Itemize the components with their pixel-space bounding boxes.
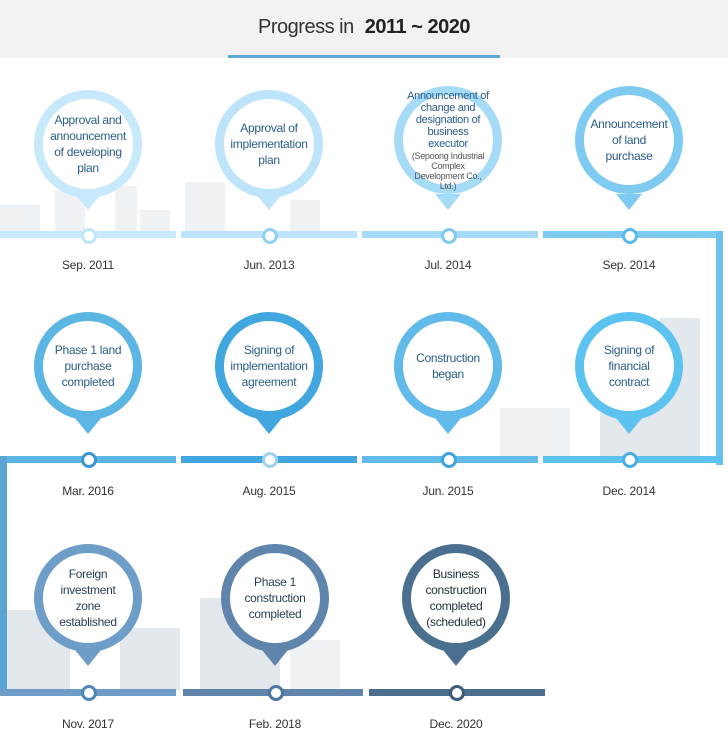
milestone-dot bbox=[441, 452, 457, 468]
pin-pointer bbox=[256, 194, 282, 210]
milestone-date: Sep. 2011 bbox=[61, 258, 115, 272]
milestone-date: Feb. 2018 bbox=[248, 717, 302, 731]
milestone-pin: Announcement of change and designation o… bbox=[394, 86, 502, 194]
milestone-pin: Announcement of land purchase bbox=[575, 86, 683, 194]
milestone-date: Jun. 2015 bbox=[422, 484, 474, 498]
city-building bbox=[185, 182, 225, 231]
milestone-pin: Phase 1 construction completed bbox=[221, 544, 329, 652]
milestone-pin: Construction began bbox=[394, 312, 502, 420]
pin-pointer bbox=[75, 418, 101, 434]
milestone-label: Approval of implementation plan bbox=[230, 121, 308, 167]
pin-pointer bbox=[435, 194, 461, 210]
title-underline bbox=[228, 55, 500, 58]
milestone-label: Announcement of change and designation o… bbox=[407, 89, 489, 150]
milestone-pin: Approval and announcement of developing … bbox=[34, 90, 142, 198]
milestone-date: Dec. 2020 bbox=[429, 717, 483, 731]
milestone-pin: Business construction completed (schedul… bbox=[402, 544, 510, 652]
milestone-date: Mar. 2016 bbox=[62, 484, 114, 498]
milestone-label: Construction began bbox=[416, 351, 480, 381]
milestone-pin: Signing of financial contract bbox=[575, 312, 683, 420]
milestone-dot bbox=[268, 685, 284, 701]
city-building bbox=[500, 408, 570, 458]
milestone-text: Announcement of change and designation o… bbox=[403, 90, 493, 191]
city-building bbox=[290, 640, 340, 690]
milestone-pin: Approval of implementation plan bbox=[215, 90, 323, 198]
title-range: 2011 ~ 2020 bbox=[364, 16, 471, 38]
city-building bbox=[0, 205, 40, 231]
pin-pointer bbox=[75, 194, 101, 210]
milestone-pin: Phase 1 land purchase completed bbox=[34, 312, 142, 420]
pin-pointer bbox=[435, 418, 461, 434]
header-bar bbox=[0, 0, 728, 58]
milestone-dot bbox=[449, 685, 465, 701]
pin-pointer bbox=[262, 650, 288, 666]
milestone-dot bbox=[262, 452, 278, 468]
milestone-sublabel: (Sepoong Industrial Complex Development … bbox=[411, 150, 485, 191]
milestone-dot bbox=[262, 228, 278, 244]
milestone-label: Foreign investment zone established bbox=[59, 567, 117, 629]
milestone-dot bbox=[622, 228, 638, 244]
pin-pointer bbox=[616, 418, 642, 434]
milestone-date: Aug. 2015 bbox=[242, 484, 296, 498]
pin-pointer bbox=[75, 650, 101, 666]
milestone-dot bbox=[81, 685, 97, 701]
milestone-label: Signing of implementation agreement bbox=[230, 343, 308, 389]
track-connector bbox=[0, 456, 7, 696]
title-prefix: Progress in bbox=[258, 16, 354, 38]
milestone-dot bbox=[81, 452, 97, 468]
page-title: Progress in 2011 ~ 2020 bbox=[0, 16, 728, 39]
milestone-label: Signing of financial contract bbox=[603, 343, 655, 389]
milestone-date: Jun. 2013 bbox=[243, 258, 295, 272]
milestone-label: Announcement of land purchase bbox=[590, 117, 668, 163]
milestone-date: Jul. 2014 bbox=[424, 258, 472, 272]
milestone-date: Dec. 2014 bbox=[602, 484, 656, 498]
milestone-date: Nov. 2017 bbox=[61, 717, 114, 731]
pin-pointer bbox=[616, 194, 642, 210]
pin-pointer bbox=[443, 650, 469, 666]
milestone-date: Sep. 2014 bbox=[602, 258, 656, 272]
city-building bbox=[120, 628, 180, 690]
milestone-label: Business construction completed (schedul… bbox=[425, 567, 487, 629]
city-building bbox=[140, 210, 170, 231]
milestone-dot bbox=[622, 452, 638, 468]
pin-pointer bbox=[256, 418, 282, 434]
milestone-dot bbox=[441, 228, 457, 244]
milestone-pin: Foreign investment zone established bbox=[34, 544, 142, 652]
milestone-label: Phase 1 construction completed bbox=[244, 575, 306, 621]
milestone-label: Phase 1 land purchase completed bbox=[54, 343, 122, 389]
city-building bbox=[290, 200, 320, 231]
milestone-label: Approval and announcement of developing … bbox=[50, 113, 126, 175]
milestone-dot bbox=[81, 228, 97, 244]
city-building bbox=[115, 186, 137, 231]
track-connector bbox=[716, 231, 723, 465]
milestone-pin: Signing of implementation agreement bbox=[215, 312, 323, 420]
